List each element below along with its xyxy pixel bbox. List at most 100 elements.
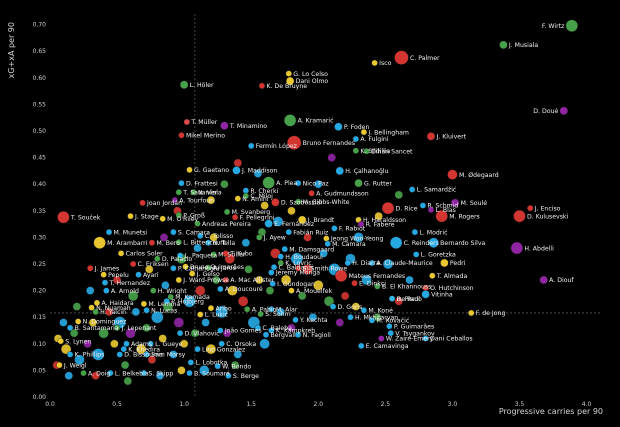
data-point	[242, 187, 250, 194]
data-point	[225, 372, 232, 379]
point-label: C. Tolisso	[205, 233, 234, 240]
point-label: B. Santamaria	[75, 325, 119, 332]
point-label: D. Frattesi	[186, 180, 218, 187]
data-point	[142, 323, 151, 333]
point-label: Ayari	[143, 272, 159, 279]
data-point	[100, 271, 107, 278]
point-label: J. Ward-Prowse	[182, 277, 229, 284]
data-point	[147, 355, 157, 364]
data-point	[150, 287, 157, 294]
data-point	[88, 304, 95, 311]
data-point	[277, 253, 284, 260]
data-point	[194, 220, 201, 227]
data-point	[368, 259, 376, 267]
data-point	[352, 147, 360, 154]
data-point	[88, 318, 98, 327]
data-point	[127, 212, 134, 220]
data-point	[294, 265, 302, 272]
data-point	[361, 274, 372, 286]
point-label: D. Bissouma	[124, 352, 163, 359]
data-point	[182, 263, 189, 270]
data-point	[440, 258, 449, 268]
point-label: M. Alar	[276, 306, 298, 313]
data-point	[288, 287, 295, 294]
data-point	[98, 327, 109, 339]
data-point	[351, 302, 361, 311]
data-point	[93, 299, 101, 307]
data-point	[178, 132, 185, 139]
data-point	[294, 198, 302, 205]
point-label: Pepelu	[108, 272, 129, 279]
data-point	[83, 339, 92, 349]
point-label: L. Gueye	[155, 341, 183, 348]
data-point	[428, 237, 439, 248]
point-label: L. Blas	[435, 207, 455, 214]
data-point	[422, 335, 429, 342]
data-point	[334, 122, 343, 131]
data-point	[394, 297, 403, 306]
data-point	[123, 376, 133, 386]
data-point	[175, 276, 182, 284]
point-label: P. Foden	[344, 124, 370, 131]
data-point	[244, 265, 253, 274]
point-label: M. Lemina	[148, 301, 180, 308]
x-tick-label: 2.0	[314, 401, 324, 408]
data-point	[205, 264, 212, 271]
point-label: M. Kovačić	[376, 317, 409, 325]
data-point	[74, 354, 85, 365]
data-point	[143, 351, 150, 358]
data-point	[220, 180, 229, 189]
data-point	[205, 343, 217, 355]
data-point	[327, 153, 336, 162]
point-label: F. de Jong	[476, 310, 506, 317]
data-point	[286, 135, 302, 150]
data-point	[413, 251, 420, 258]
data-point	[262, 331, 270, 338]
data-point	[421, 290, 430, 299]
data-point	[334, 269, 348, 282]
data-point	[117, 250, 125, 257]
point-label: Vitinha	[431, 292, 453, 299]
point-label: T. Müller	[190, 119, 217, 126]
point-label: N. Amini	[242, 196, 268, 203]
data-point	[205, 239, 212, 246]
data-point	[378, 335, 385, 342]
point-label: K. Khedira	[128, 346, 160, 353]
data-point	[207, 304, 215, 312]
point-label: Joan Jordán	[146, 199, 182, 207]
point-label: T. Almada	[436, 273, 468, 280]
point-label: J. Ayew	[263, 235, 286, 242]
point-label: N. Lucas	[151, 307, 177, 314]
point-label: A. Arnold	[111, 288, 139, 295]
data-point	[427, 206, 435, 213]
data-point	[212, 275, 221, 285]
data-point	[210, 251, 217, 258]
data-point	[112, 275, 122, 285]
data-point	[66, 324, 74, 332]
data-point	[167, 293, 174, 301]
point-label: M. Bero	[156, 240, 180, 247]
point-label: W. Zaire-Emery	[386, 336, 434, 343]
point-label: S. Berge	[233, 373, 259, 380]
data-point	[140, 369, 148, 377]
data-point	[387, 329, 394, 337]
point-label: N. Fagioli	[303, 332, 331, 339]
y-axis-label: xG+xA per 90	[7, 22, 16, 78]
unlabeled-points	[52, 153, 414, 386]
point-label: A. Plea	[276, 180, 297, 187]
point-label: M. Soulé	[461, 199, 488, 207]
data-point	[232, 166, 241, 175]
data-point	[136, 343, 147, 355]
point-label: H. Haraldsson	[363, 217, 406, 224]
point-label: J. Lepenant	[121, 325, 157, 332]
y-tick-label: 0.30	[33, 234, 47, 241]
data-point	[80, 369, 87, 377]
y-tick-label: 0.65	[33, 48, 47, 55]
data-point	[268, 306, 275, 313]
point-label: G. Lo Celso	[293, 71, 328, 78]
point-label: Adams	[131, 341, 152, 348]
data-point	[103, 287, 110, 294]
point-label: L. Samardžić	[417, 186, 457, 194]
data-point	[234, 195, 242, 202]
